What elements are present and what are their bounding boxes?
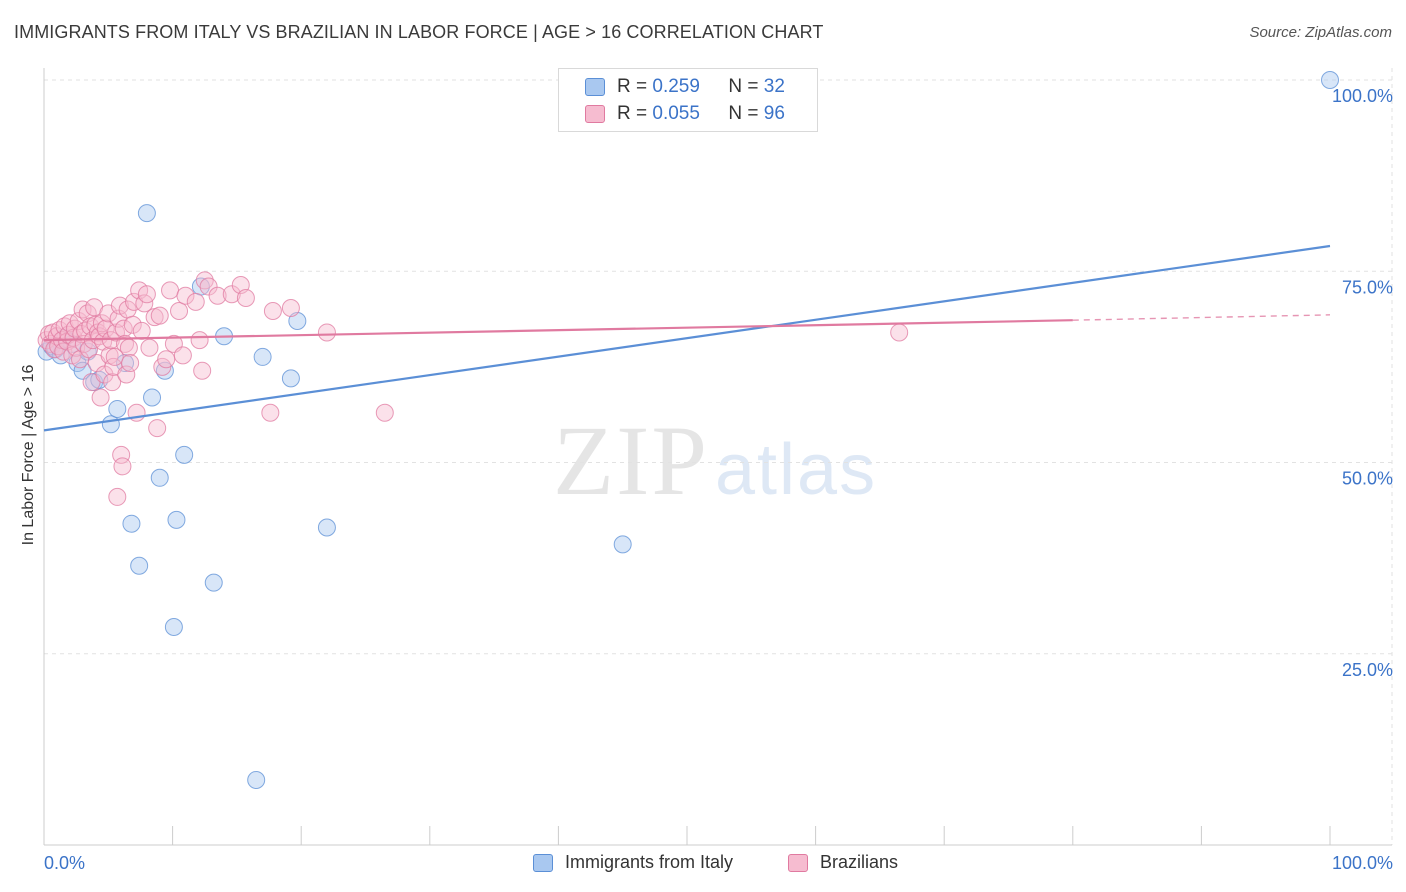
point-brazilians: [71, 350, 90, 369]
point-brazilians: [140, 338, 159, 357]
axes: [43, 68, 1392, 846]
y-tick-label: 25.0%: [1342, 660, 1393, 680]
point-brazilians: [105, 347, 124, 366]
point-brazilians: [148, 419, 167, 438]
point-brazilians: [173, 346, 192, 365]
point-brazilians: [208, 286, 227, 305]
x-tick-label-min: 0.0%: [44, 853, 85, 873]
point-brazilians: [261, 403, 280, 422]
series-legend: Immigrants from Italy Brazilians: [0, 852, 1406, 878]
point-brazilians: [281, 298, 300, 317]
point-brazilians: [112, 445, 131, 464]
legend-swatch-italy: [585, 78, 605, 96]
point-italy: [137, 204, 156, 223]
point-brazilians: [137, 285, 156, 304]
trend-line-italy: [43, 244, 1331, 432]
source-credit: Source: ZipAtlas.com: [1249, 24, 1392, 41]
point-brazilians: [186, 292, 205, 311]
data-points: [37, 71, 1339, 789]
point-brazilians: [161, 281, 180, 300]
chart-title: IMMIGRANTS FROM ITALY VS BRAZILIAN IN LA…: [14, 22, 824, 42]
point-italy: [130, 556, 149, 575]
point-italy: [204, 573, 223, 592]
point-italy: [253, 347, 272, 366]
legend-n-value-italy: 32: [763, 76, 785, 97]
point-brazilians: [103, 373, 122, 392]
trend-line-brazilians: [43, 319, 1073, 342]
legend-row-italy: R = 0.259 N = 32: [585, 76, 785, 98]
series-label-brazilians: Brazilians: [820, 852, 899, 872]
point-brazilians: [317, 323, 336, 342]
x-tick-label-max: 100.0%: [1332, 853, 1393, 873]
point-brazilians: [132, 321, 151, 340]
point-brazilians: [108, 487, 127, 506]
point-brazilians: [157, 350, 176, 369]
y-tick-label: 50.0%: [1342, 469, 1393, 489]
point-italy: [288, 311, 307, 330]
legend-r-value-italy: 0.259: [652, 76, 700, 97]
point-brazilians: [113, 457, 132, 476]
point-brazilians: [176, 286, 195, 305]
legend-r-value-brazilians: 0.055: [652, 103, 700, 124]
gridlines: [44, 68, 1393, 845]
trend-lines: [43, 244, 1331, 432]
point-italy: [108, 399, 127, 418]
legend-n-label: N =: [728, 103, 759, 124]
point-brazilians: [117, 365, 136, 384]
legend-r-label: R =: [617, 103, 648, 124]
point-brazilians: [114, 319, 133, 338]
point-brazilians: [95, 365, 114, 384]
point-brazilians: [222, 285, 241, 304]
legend-swatch-brazilians: [585, 105, 605, 123]
point-brazilians: [890, 323, 909, 342]
tick-labels: 25.0% 50.0% 75.0% 100.0% 0.0% 100.0%: [44, 86, 1393, 873]
point-italy: [281, 369, 300, 388]
y-tick-label: 75.0%: [1342, 277, 1393, 297]
point-brazilians: [96, 319, 115, 338]
point-brazilians: [91, 388, 110, 407]
point-brazilians: [170, 302, 189, 321]
point-italy: [317, 518, 336, 537]
legend-n-value-brazilians: 96: [763, 103, 785, 124]
point-brazilians: [121, 354, 140, 373]
correlation-legend: R = 0.259 N = 32 R = 0.055 N = 96: [558, 68, 818, 132]
point-brazilians: [190, 331, 209, 350]
point-italy: [247, 770, 266, 789]
point-italy: [101, 415, 120, 434]
series-label-italy: Immigrants from Italy: [565, 852, 734, 872]
point-italy: [116, 354, 135, 373]
point-brazilians: [375, 403, 394, 422]
point-italy: [613, 535, 632, 554]
point-italy: [122, 514, 141, 533]
point-italy: [175, 445, 194, 464]
point-italy: [143, 388, 162, 407]
y-tick-label: 100.0%: [1332, 86, 1393, 106]
point-brazilians: [150, 306, 169, 325]
point-brazilians: [199, 277, 218, 296]
series-legend-italy[interactable]: Immigrants from Italy: [533, 852, 733, 873]
series-legend-brazilians[interactable]: Brazilians: [788, 852, 898, 873]
point-brazilians: [80, 340, 99, 359]
point-italy: [167, 510, 186, 529]
point-italy: [1321, 71, 1339, 89]
trend-line-extension-brazilians: [1072, 314, 1331, 321]
point-brazilians: [119, 338, 138, 357]
point-brazilians: [123, 315, 142, 334]
series-swatch-brazilians: [788, 853, 808, 872]
series-swatch-italy: [533, 853, 553, 872]
legend-n-label: N =: [728, 76, 759, 97]
point-brazilians: [236, 289, 255, 308]
legend-row-brazilians: R = 0.055 N = 96: [585, 103, 785, 125]
point-brazilians: [263, 302, 282, 321]
point-italy: [164, 617, 183, 636]
point-brazilians: [193, 361, 212, 380]
point-italy: [150, 468, 169, 487]
legend-r-label: R =: [617, 76, 648, 97]
